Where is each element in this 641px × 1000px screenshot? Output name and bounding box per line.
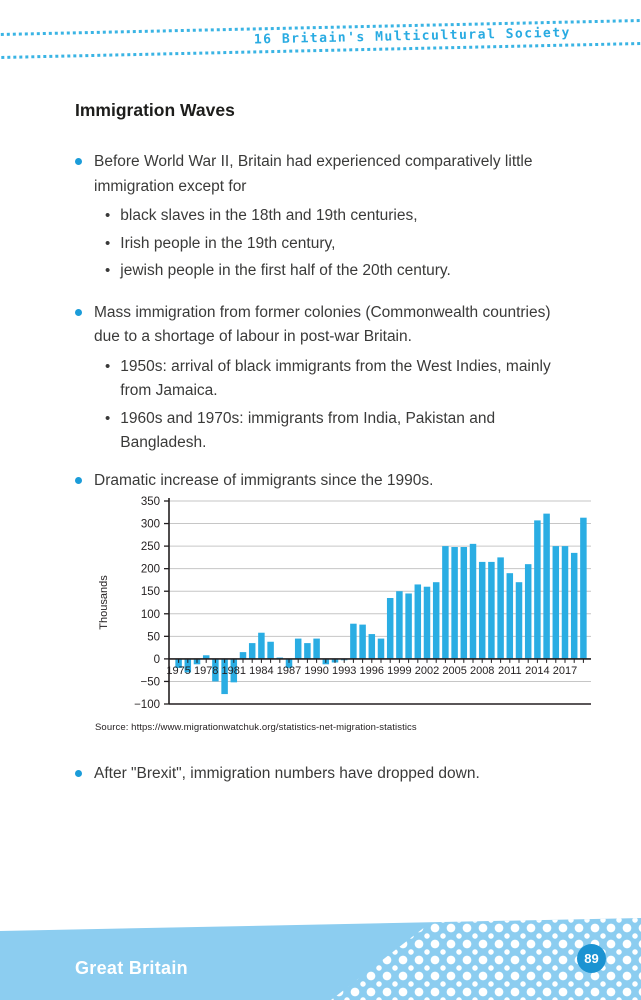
svg-text:350: 350 xyxy=(141,496,160,508)
svg-text:−50: −50 xyxy=(140,676,160,688)
sub-bullet-dot-icon: • xyxy=(105,357,111,375)
sub-bullet-text: 1950s: arrival of black immigrants from … xyxy=(120,357,551,400)
sub-bullet-text: Irish people in the 19th century, xyxy=(120,234,336,252)
svg-text:200: 200 xyxy=(141,564,160,576)
bullet-dot-icon xyxy=(75,158,82,165)
sub-bullet-list: • 1950s: arrival of black immigrants fro… xyxy=(105,355,585,456)
svg-text:1984: 1984 xyxy=(249,665,273,677)
svg-text:1990: 1990 xyxy=(304,665,328,677)
bullet-dot-icon xyxy=(75,308,82,316)
page-number-badge: 89 xyxy=(577,944,606,973)
svg-text:250: 250 xyxy=(141,541,160,553)
svg-text:Thousands: Thousands xyxy=(98,575,110,630)
footer-book-title: Great Britain xyxy=(75,958,188,978)
svg-text:2002: 2002 xyxy=(415,665,439,677)
sub-bullet-dot-icon: • xyxy=(105,234,111,252)
sub-bullet-dot-icon: • xyxy=(105,207,111,224)
svg-text:−100: −100 xyxy=(134,699,160,711)
svg-text:1993: 1993 xyxy=(332,665,356,677)
net-migration-chart-figure: 350 300 250 200 150 100 50 0 −50 −100 1975 1978 1981… xyxy=(93,492,603,719)
svg-text:2011: 2011 xyxy=(498,665,522,677)
sub-bullet-dot-icon: • xyxy=(105,262,111,279)
bullet-text: Mass immigration from former colonies (C… xyxy=(94,303,551,346)
svg-text:1996: 1996 xyxy=(360,665,384,677)
svg-text:2005: 2005 xyxy=(442,665,466,677)
svg-text:2017: 2017 xyxy=(553,665,577,677)
svg-text:2008: 2008 xyxy=(470,665,494,677)
sub-bullet-item: • 1960s and 1970s: immigrants from India… xyxy=(105,407,585,456)
svg-text:100: 100 xyxy=(141,609,160,621)
bullet-dot-icon xyxy=(75,476,82,484)
sub-bullet-text: black slaves in the 18th and 19th centur… xyxy=(120,207,418,224)
sub-bullet-item: • black slaves in the 18th and 19th cent… xyxy=(105,204,585,229)
svg-text:1975: 1975 xyxy=(166,665,190,677)
svg-text:150: 150 xyxy=(141,586,160,598)
svg-text:0: 0 xyxy=(154,654,160,666)
sub-bullet-dot-icon: • xyxy=(105,409,111,427)
svg-text:2014: 2014 xyxy=(525,665,549,677)
svg-text:1978: 1978 xyxy=(194,665,218,677)
bullet-text: Before World War II, Britain had experie… xyxy=(94,153,533,195)
bullet-text: After "Brexit", immigration numbers have… xyxy=(94,765,480,782)
bullet-item-dramatic-increase: Dramatic increase of immigrants since th… xyxy=(75,469,585,494)
footer-band: Great Britain xyxy=(0,918,641,1000)
svg-text:1999: 1999 xyxy=(387,665,411,677)
bullet-item-prewar: Before World War II, Britain had experie… xyxy=(75,150,585,199)
bullet-item-mass-immigration: Mass immigration from former colonies (C… xyxy=(75,301,585,350)
chapter-header: 16 Britain's Multicultural Society xyxy=(0,18,641,60)
svg-text:300: 300 xyxy=(141,519,160,531)
svg-text:1987: 1987 xyxy=(277,665,301,677)
chart-source-caption: Source: https://www.migrationwatchuk.org… xyxy=(95,722,417,733)
svg-text:50: 50 xyxy=(147,631,160,643)
svg-text:1981: 1981 xyxy=(222,665,246,677)
bullet-item-brexit: After "Brexit", immigration numbers have… xyxy=(75,762,595,787)
sub-bullet-item: • Irish people in the 19th century, xyxy=(105,232,585,257)
sub-bullet-item: • 1950s: arrival of black immigrants fro… xyxy=(105,355,585,404)
sub-bullet-text: 1960s and 1970s: immigrants from India, … xyxy=(120,409,496,452)
net-migration-bar-chart: 350 300 250 200 150 100 50 0 −50 −100 1975 1978 1981… xyxy=(98,496,591,711)
page-content: Immigration Waves Before World War II, B… xyxy=(75,100,585,493)
page-title: Immigration Waves xyxy=(75,100,235,120)
bullet-text: Dramatic increase of immigrants since th… xyxy=(94,471,434,489)
sub-bullet-item: • jewish people in the first half of the… xyxy=(105,259,585,284)
bullet-dot-icon xyxy=(75,770,82,777)
sub-bullet-text: jewish people in the first half of the 2… xyxy=(120,262,451,279)
sub-bullet-list: • black slaves in the 18th and 19th cent… xyxy=(105,204,585,284)
